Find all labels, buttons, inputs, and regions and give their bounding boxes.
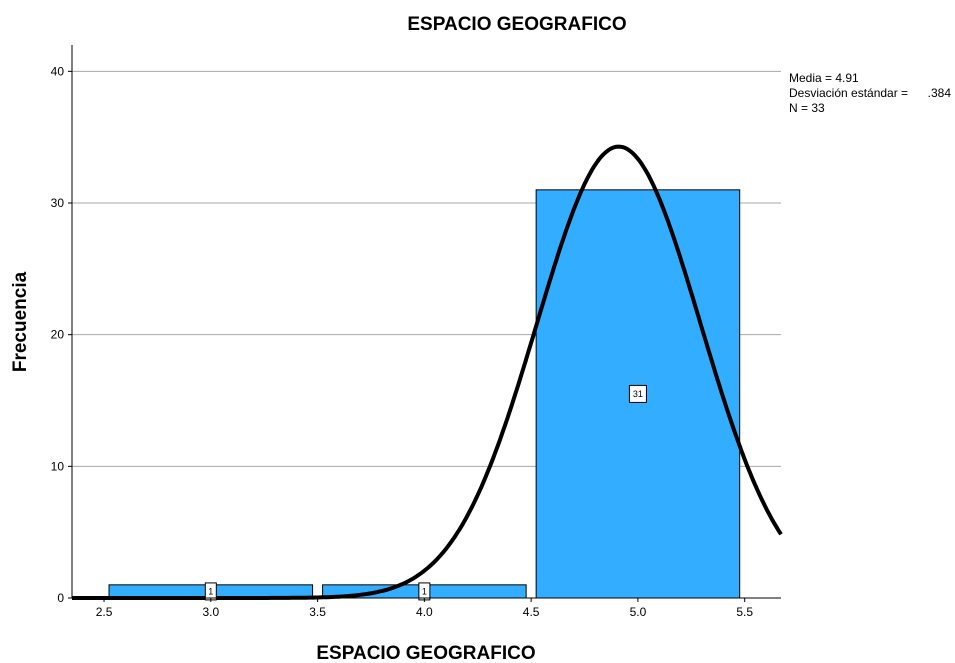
chart-title: ESPACIO GEOGRAFICO [407,14,626,35]
stat-n: N = 33 [789,101,825,115]
y-tick-label-0: 0 [57,591,64,605]
x-tick-label-2: 3.5 [309,605,326,619]
x-axis-title: ESPACIO GEOGRAFICO [316,643,535,663]
stat-mean-label: Media = [789,71,835,85]
bar-label-2: 31 [633,389,643,399]
y-axis-title: Frecuencia [10,271,31,372]
bar-label-box-2 [628,384,647,403]
x-tick-label-4: 4.5 [523,605,540,619]
bar-label-0: 1 [208,586,213,596]
bar-label-1: 1 [422,586,427,596]
axes [71,45,781,599]
stat-mean: Media = 4.91 [789,71,859,85]
x-tick-labels: 2.5 3.0 3.5 4.0 4.5 5.0 5.5 [96,598,753,619]
stat-mean-value: 4.91 [835,71,859,85]
bar-labels: 1 1 31 [204,384,647,601]
stat-sd-label: Desviación estándar = [789,86,908,100]
x-tick-label-3: 4.0 [416,605,433,619]
y-tick-label-1: 10 [51,459,65,473]
x-tick-label-0: 2.5 [96,605,113,619]
x-tick-label-6: 5.5 [736,605,753,619]
y-tick-label-4: 40 [51,64,65,78]
x-tick-label-5: 5.0 [630,605,647,619]
x-tick-label-1: 3.0 [202,605,219,619]
y-tick-labels: 0 10 20 30 40 [51,64,72,605]
y-tick-label-2: 20 [51,328,65,342]
stats-box: Media = 4.91 Desviación estándar = .384 … [789,71,951,115]
stat-sd-value: .384 [928,86,952,100]
y-tick-label-3: 30 [51,196,65,210]
